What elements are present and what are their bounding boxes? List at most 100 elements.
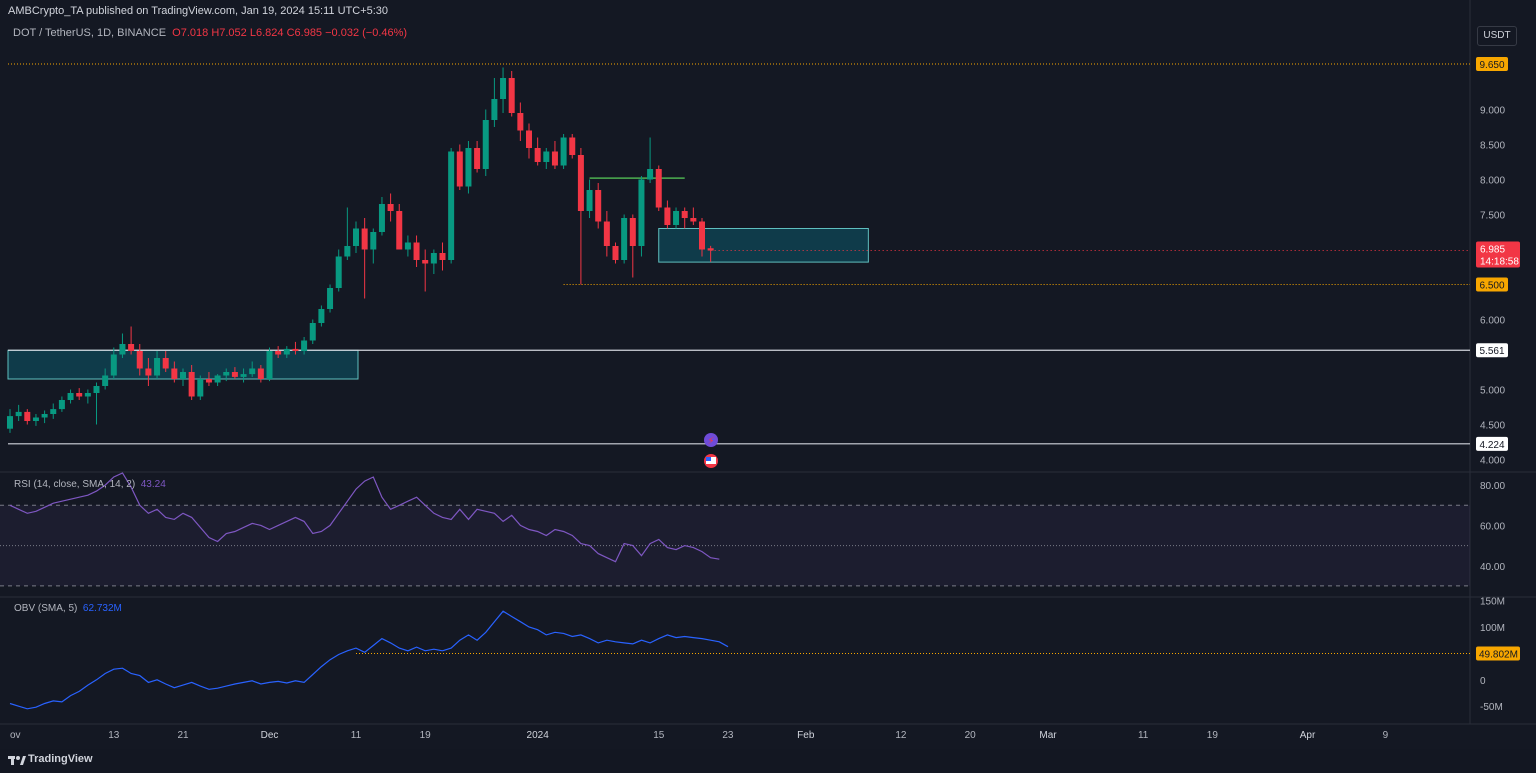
candle-body[interactable] [621,218,628,260]
candle-body[interactable] [154,358,161,376]
candle-body[interactable] [491,99,498,120]
candle-body[interactable] [526,130,532,149]
candle-body[interactable] [378,204,385,232]
candle-body[interactable] [58,400,65,410]
candle-body[interactable] [24,411,31,421]
candle-body[interactable] [638,179,645,247]
candle-body[interactable] [309,323,316,341]
rsi-legend[interactable]: RSI (14, close, SMA, 14, 2) 43.24 [14,479,166,490]
candle-body[interactable] [353,228,359,247]
candle-body[interactable] [7,416,13,429]
candle-body[interactable] [707,248,714,251]
candle-body[interactable] [569,137,576,156]
candle-body[interactable] [110,354,117,376]
symbol-legend[interactable]: DOT / TetherUS, 1D, BINANCE O7.018 H7.05… [13,27,407,39]
candle-body[interactable] [629,218,636,246]
candle-body[interactable] [430,253,437,264]
candle-body[interactable] [344,246,351,257]
candle-body[interactable] [327,288,334,309]
candle-body[interactable] [249,368,256,375]
candlestick-series[interactable] [7,67,714,433]
candle-body[interactable] [655,169,662,208]
time-tick-label: Apr [1300,730,1316,741]
candle-body[interactable] [560,137,567,166]
candle-body[interactable] [551,151,558,166]
candle-body[interactable] [318,309,325,323]
candle-body[interactable] [102,375,109,387]
event-icons[interactable]: ⚡ [704,433,718,468]
time-tick-label: 19 [1207,730,1219,741]
candle-body[interactable] [136,351,143,369]
candle-body[interactable] [50,409,57,414]
candle-body[interactable] [180,372,186,379]
candle-body[interactable] [387,204,394,211]
candle-body[interactable] [275,351,282,355]
candle-body[interactable] [595,190,602,222]
candle-body[interactable] [448,151,455,261]
candle-body[interactable] [370,232,377,250]
flash-event-icon[interactable] [704,433,718,447]
candle-body[interactable] [188,372,195,397]
candle-body[interactable] [413,242,420,261]
candle-body[interactable] [673,211,680,225]
candle-body[interactable] [422,260,429,264]
candle-body[interactable] [119,344,126,355]
candle-body[interactable] [456,151,463,187]
candle-body[interactable] [439,253,446,260]
candle-body[interactable] [162,358,169,369]
candle-body[interactable] [67,393,74,400]
candle-body[interactable] [681,211,688,218]
candle-body[interactable] [231,372,238,377]
candle-body[interactable] [214,375,221,383]
currency-button[interactable]: USDT [1477,26,1517,46]
ohlc-close: C6.985 [286,27,323,39]
candle-body[interactable] [93,386,100,393]
candle-body[interactable] [301,340,308,352]
obv-line[interactable] [9,610,729,710]
candle-body[interactable] [664,207,671,226]
candle-body[interactable] [647,169,654,180]
candle-body[interactable] [534,148,541,162]
candle-body[interactable] [335,256,342,289]
candle-body[interactable] [292,348,299,351]
candle-body[interactable] [205,379,212,383]
candle-body[interactable] [223,372,230,376]
candle-body[interactable] [145,368,152,376]
price-axis[interactable]: 9.650 6.500 5.561 4.224 9.000 8.500 8.000 7.500… [1476,57,1520,467]
candle-body[interactable] [586,190,593,211]
candle-body[interactable] [361,228,368,250]
candle-body[interactable] [543,151,550,163]
candle-body[interactable] [500,78,507,99]
candle-body[interactable] [266,351,273,379]
candle-body[interactable] [283,348,290,355]
candle-body[interactable] [699,221,705,250]
candle-body[interactable] [404,242,411,250]
candle-body[interactable] [257,368,264,380]
candle-body[interactable] [396,211,403,250]
candle-body[interactable] [32,417,39,422]
candle-body[interactable] [76,393,83,397]
candle-body[interactable] [197,379,204,397]
candle-body[interactable] [508,78,515,113]
candle-body[interactable] [603,221,610,247]
candle-body[interactable] [577,155,584,211]
rsi-line[interactable] [9,472,720,563]
candle-body[interactable] [41,414,48,418]
candle-body[interactable] [517,113,524,131]
candle-body[interactable] [15,411,22,417]
candle-body[interactable] [171,368,178,380]
candle-body[interactable] [465,148,472,187]
obv-legend[interactable]: OBV (SMA, 5) 62.732M [14,603,122,614]
candle-body[interactable] [240,374,247,377]
candle-body[interactable] [128,344,135,351]
candle-body[interactable] [84,393,91,397]
time-axis[interactable]: ov 13 21 Dec 11 19 2024 15 23 Feb 12 20 Mar 11 19 Apr 9 [10,730,1389,741]
candle-body[interactable] [482,120,489,169]
candle-body[interactable] [690,218,697,222]
rsi-pane[interactable]: 80.00 60.00 40.00 [0,472,1505,587]
symbol-name[interactable]: DOT / TetherUS, 1D, BINANCE [13,27,167,39]
candle-body[interactable] [474,148,481,169]
candle-body[interactable] [612,246,619,260]
